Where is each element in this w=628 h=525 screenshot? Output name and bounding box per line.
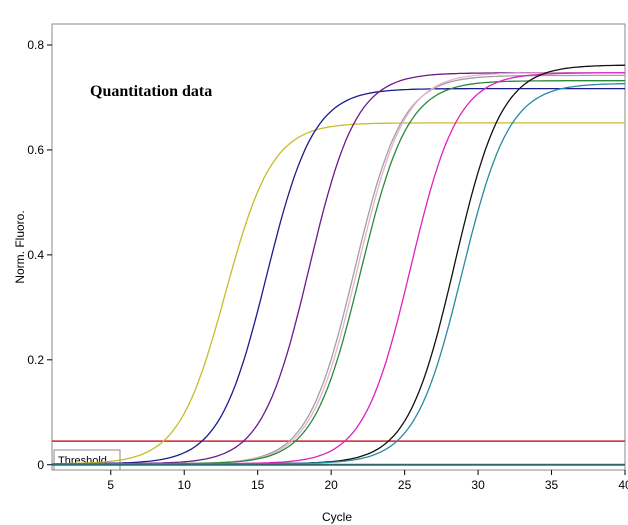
y-tick-label: 0.6 bbox=[27, 143, 44, 157]
y-tick-label: 0.2 bbox=[27, 353, 44, 367]
series-line-9 bbox=[52, 83, 625, 465]
x-tick-label: 10 bbox=[178, 478, 192, 492]
y-tick-label: 0.8 bbox=[27, 38, 44, 52]
series-line-1 bbox=[52, 122, 625, 465]
x-tick-label: 5 bbox=[107, 478, 114, 492]
y-axis-title: Norm. Fluoro. bbox=[13, 210, 27, 283]
x-tick-label: 35 bbox=[545, 478, 559, 492]
annotation-text: Quantitation data bbox=[90, 83, 212, 100]
x-tick-label: 30 bbox=[471, 478, 485, 492]
y-tick-label: 0.4 bbox=[27, 248, 44, 262]
y-tick-label: 0 bbox=[37, 458, 44, 472]
plot-frame bbox=[51, 23, 626, 471]
x-tick-label: 40 bbox=[618, 478, 628, 492]
x-tick-label: 20 bbox=[324, 478, 338, 492]
x-axis-title: Cycle bbox=[322, 510, 352, 524]
series-line-2 bbox=[52, 87, 625, 465]
x-tick-label: 25 bbox=[398, 478, 412, 492]
x-tick-label: 15 bbox=[251, 478, 265, 492]
